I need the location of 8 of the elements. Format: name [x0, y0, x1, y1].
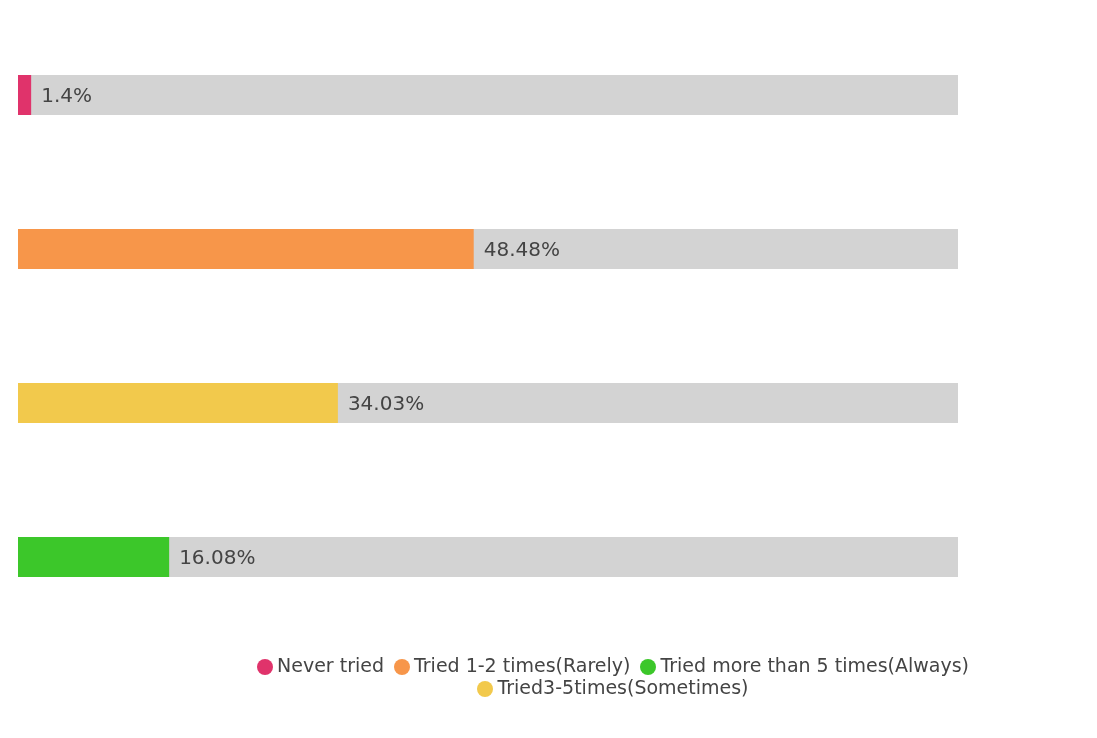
- legend-label: Tried more than 5 times(Always): [660, 654, 969, 676]
- data-label: 34.03%: [347, 391, 425, 415]
- data-label: 1.4%: [41, 83, 92, 107]
- data-label: 48.48%: [483, 237, 560, 261]
- legend-label: Tried3-5times(Sometimes): [497, 676, 749, 698]
- legend-label: Tried 1-2 times(Rarely): [413, 654, 631, 676]
- data-label: 16.08%: [179, 545, 256, 569]
- legend-label: Never tried: [277, 654, 384, 676]
